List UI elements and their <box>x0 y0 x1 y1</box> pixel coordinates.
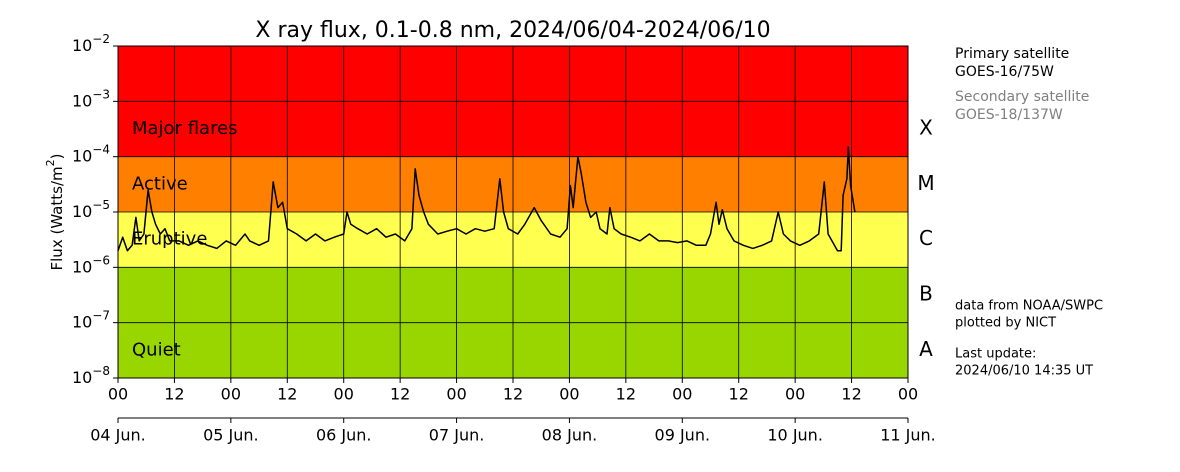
day-tick-label: 08 Jun. <box>542 426 598 445</box>
day-tick-label: 10 Jun. <box>767 426 823 445</box>
secondary-satellite: GOES-18/137W <box>955 107 1063 123</box>
class-letter: C <box>919 226 933 250</box>
x-tick-label: 00 <box>108 385 128 404</box>
y-label-close: ) <box>48 154 66 160</box>
primary-label: Primary satellite <box>955 46 1069 62</box>
x-tick-label: 12 <box>729 385 749 404</box>
y-tick-label: 10−6 <box>72 253 110 276</box>
y-tick-base: 10 <box>72 91 92 110</box>
plotter-note: plotted by NICT <box>955 316 1056 331</box>
y-tick-base: 10 <box>72 368 92 387</box>
x-tick-label: 12 <box>390 385 410 404</box>
x-tick-label: 12 <box>277 385 297 404</box>
y-label-sup: 2 <box>44 159 57 166</box>
y-tick-label: 10−3 <box>72 87 110 110</box>
y-tick-label: 10−8 <box>72 364 110 387</box>
band-label: Active <box>132 173 188 194</box>
class-letter: A <box>919 337 933 361</box>
y-tick-base: 10 <box>72 312 92 331</box>
y-tick-label: 10−2 <box>72 32 110 55</box>
band-label: Quiet <box>132 339 181 360</box>
primary-satellite: GOES-16/75W <box>955 64 1054 80</box>
y-axis-label: Flux (Watts/m2) <box>44 154 66 271</box>
y-tick-exponent: −5 <box>92 198 110 212</box>
x-tick-label: 12 <box>503 385 523 404</box>
class-letter: M <box>917 171 934 195</box>
x-tick-label: 00 <box>559 385 579 404</box>
y-tick-label: 10−7 <box>72 308 110 331</box>
y-tick-exponent: −7 <box>92 308 110 322</box>
x-tick-label: 00 <box>672 385 692 404</box>
day-tick-label: 05 Jun. <box>203 426 259 445</box>
x-tick-label: 12 <box>616 385 636 404</box>
band-label: Major flares <box>132 118 238 139</box>
x-tick-label: 00 <box>334 385 354 404</box>
x-tick-label: 12 <box>164 385 184 404</box>
class-letter: B <box>919 282 933 306</box>
y-tick-base: 10 <box>72 202 92 221</box>
y-tick-base: 10 <box>72 36 92 55</box>
y-tick-base: 10 <box>72 146 92 165</box>
day-tick-label: 06 Jun. <box>316 426 372 445</box>
x-tick-label: 12 <box>841 385 861 404</box>
x-tick-label: 00 <box>446 385 466 404</box>
day-tick-label: 07 Jun. <box>429 426 485 445</box>
y-tick-exponent: −6 <box>92 253 110 267</box>
y-tick-exponent: −4 <box>92 142 110 156</box>
day-tick-label: 09 Jun. <box>655 426 711 445</box>
y-tick-label: 10−4 <box>72 142 110 165</box>
y-tick-base: 10 <box>72 257 92 276</box>
y-label-text: Flux (Watts/m <box>48 166 66 270</box>
y-tick-exponent: −2 <box>92 32 110 46</box>
chart-title: X ray flux, 0.1-0.8 nm, 2024/06/04-2024/… <box>255 18 770 43</box>
x-tick-label: 00 <box>785 385 805 404</box>
y-tick-label: 10−5 <box>72 198 110 221</box>
y-tick-exponent: −3 <box>92 87 110 101</box>
plot-frame <box>117 45 909 379</box>
update-time: 2024/06/10 14:35 UT <box>955 364 1093 379</box>
x-tick-label: 00 <box>221 385 241 404</box>
source-note: data from NOAA/SWPC <box>955 299 1103 314</box>
x-tick-label: 00 <box>898 385 918 404</box>
update-label: Last update: <box>955 347 1036 362</box>
day-tick-label: 04 Jun. <box>90 426 146 445</box>
secondary-label: Secondary satellite <box>955 89 1089 105</box>
day-tick-label: 11 Jun. <box>880 426 936 445</box>
y-tick-exponent: −8 <box>92 364 110 378</box>
class-letter: X <box>919 116 933 140</box>
flux-line <box>117 146 856 252</box>
